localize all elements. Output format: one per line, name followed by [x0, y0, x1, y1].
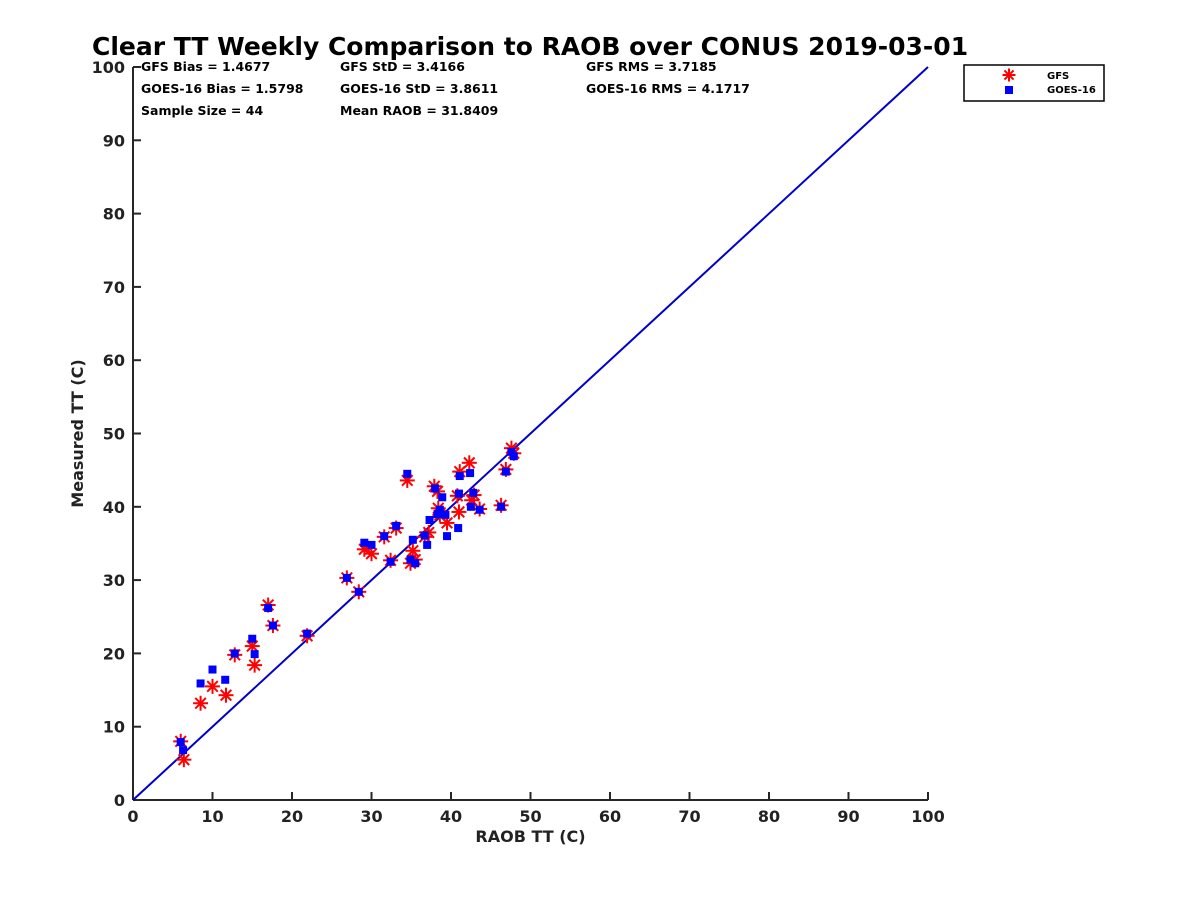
- legend-gfs-asterisk: [1002, 68, 1016, 82]
- gfs-point: [218, 687, 234, 703]
- stat-mean-raob: Mean RAOB = 31.8409: [340, 103, 498, 118]
- x-tick-label: 40: [440, 807, 462, 826]
- goes16-point: [354, 587, 363, 596]
- legend-goes16-label: GOES-16: [1047, 85, 1096, 96]
- gfs-series: [173, 440, 522, 768]
- x-tick-label: 60: [599, 807, 621, 826]
- goes16-point: [475, 505, 484, 514]
- gfs-point: [247, 657, 263, 673]
- stat-goes-rms: GOES-16 RMS = 4.1717: [586, 81, 750, 96]
- y-tick-label: 90: [103, 131, 125, 150]
- goes16-point: [221, 675, 230, 684]
- y-tick-label: 70: [103, 278, 125, 297]
- goes16-point: [425, 515, 434, 524]
- goes16-point: [431, 484, 440, 493]
- goes16-point: [303, 629, 312, 638]
- goes16-point: [497, 502, 506, 511]
- goes16-point: [268, 621, 277, 630]
- x-tick-label: 30: [360, 807, 382, 826]
- stat-gfs-rms: GFS RMS = 3.7185: [586, 59, 717, 74]
- goes16-point: [466, 469, 475, 478]
- y-tick-label: 10: [103, 718, 125, 737]
- goes16-point: [264, 603, 273, 612]
- legend: GFS GOES-16: [963, 64, 1105, 102]
- goes16-point: [443, 532, 452, 541]
- legend-box: [963, 64, 1105, 102]
- goes16-point: [196, 679, 205, 688]
- goes16-point: [360, 538, 369, 547]
- legend-gfs-label: GFS: [1047, 71, 1069, 82]
- goes16-point: [454, 489, 463, 498]
- gfs-point: [205, 678, 220, 694]
- x-tick-label: 100: [911, 807, 944, 826]
- stat-goes-std: GOES-16 StD = 3.8611: [340, 81, 498, 96]
- legend-gfs-marker: [1002, 68, 1016, 82]
- goes16-point: [403, 469, 412, 478]
- legend-goes16-marker: [1005, 86, 1013, 94]
- goes16-point: [176, 738, 185, 747]
- goes16-point: [411, 559, 420, 568]
- goes16-point: [179, 746, 188, 755]
- y-axis-label: Measured TT (C): [68, 359, 87, 507]
- chart-title: Clear TT Weekly Comparison to RAOB over …: [92, 32, 968, 61]
- y-tick-label: 30: [103, 571, 125, 590]
- y-tick-label: 60: [103, 351, 125, 370]
- goes16-point: [469, 488, 478, 497]
- y-tick-label: 100: [92, 58, 125, 77]
- x-tick-label: 50: [519, 807, 541, 826]
- goes16-point: [466, 502, 475, 511]
- goes16-point: [380, 532, 389, 541]
- gfs-point: [451, 504, 467, 520]
- y-tick-label: 0: [114, 791, 125, 810]
- stat-gfs-bias: GFS Bias = 1.4677: [141, 59, 270, 74]
- x-tick-label: 90: [837, 807, 859, 826]
- x-axis-label: RAOB TT (C): [475, 827, 585, 846]
- goes16-point: [342, 573, 351, 582]
- goes16-point: [420, 531, 429, 540]
- stat-sample-size: Sample Size = 44: [141, 103, 263, 118]
- goes16-series: [176, 447, 518, 755]
- y-tick-label: 20: [103, 644, 125, 663]
- goes16-point: [423, 540, 432, 549]
- goes16-point: [408, 535, 417, 544]
- goes16-point: [248, 634, 257, 643]
- goes16-point: [501, 467, 510, 476]
- goes16-point: [507, 447, 516, 456]
- goes16-point: [435, 505, 444, 514]
- goes16-point: [230, 649, 239, 658]
- goes16-point: [441, 510, 450, 519]
- y-tick-label: 80: [103, 205, 125, 224]
- goes16-point: [455, 472, 464, 481]
- ticks: 0 10 20 30 40 50 60 70 80 90 100 0 10 20 30 40 50 60 70 80 9…: [92, 58, 945, 826]
- stat-goes-bias: GOES-16 Bias = 1.5798: [141, 81, 303, 96]
- goes16-point: [392, 521, 401, 530]
- x-tick-label: 80: [758, 807, 780, 826]
- goes16-point: [438, 493, 447, 502]
- goes16-point: [433, 510, 442, 519]
- goes16-point: [367, 540, 376, 549]
- x-tick-label: 70: [678, 807, 700, 826]
- goes16-point: [509, 452, 518, 461]
- goes16-point: [386, 557, 395, 566]
- goes16-point: [250, 650, 259, 659]
- goes16-point: [454, 524, 463, 533]
- gfs-point: [176, 752, 192, 768]
- gfs-point: [461, 455, 477, 471]
- gfs-point: [193, 695, 209, 711]
- y-tick-label: 40: [103, 498, 125, 517]
- one-to-one-line: [132, 66, 929, 801]
- x-tick-label: 0: [127, 807, 138, 826]
- x-tick-label: 10: [201, 807, 223, 826]
- x-tick-label: 20: [281, 807, 303, 826]
- stat-gfs-std: GFS StD = 3.4166: [340, 59, 465, 74]
- goes16-point: [406, 555, 415, 564]
- goes16-point: [208, 665, 217, 674]
- stats-block: GFS Bias = 1.4677 GFS StD = 3.4166 GFS R…: [141, 59, 750, 118]
- y-tick-label: 50: [103, 425, 125, 444]
- gfs-point: [439, 515, 455, 531]
